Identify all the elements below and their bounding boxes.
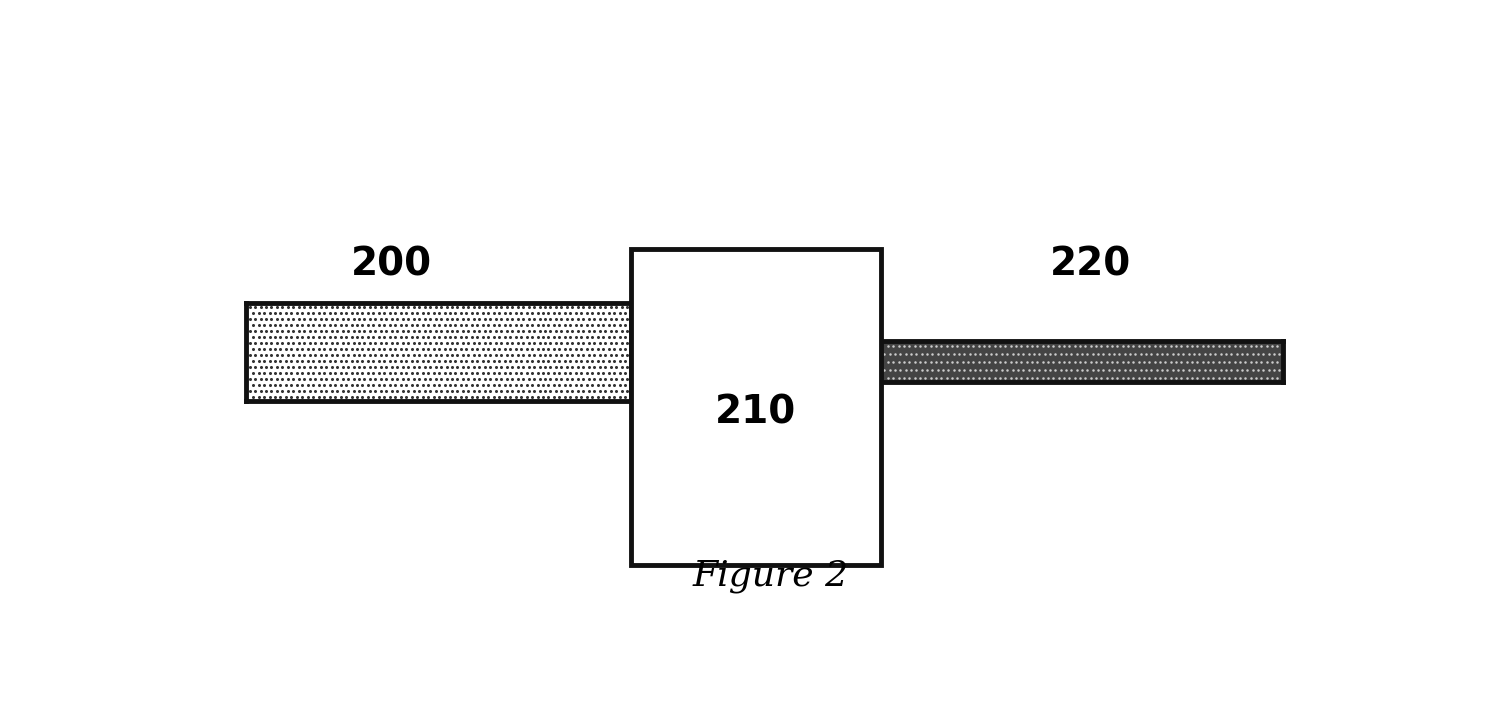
Bar (246, 303, 631, 401)
Text: 200: 200 (352, 246, 433, 284)
Bar (881, 341, 1284, 382)
Text: 210: 210 (714, 393, 795, 431)
Text: Figure 2: Figure 2 (693, 559, 848, 593)
Text: 220: 220 (1051, 246, 1132, 284)
Bar (631, 249, 881, 565)
